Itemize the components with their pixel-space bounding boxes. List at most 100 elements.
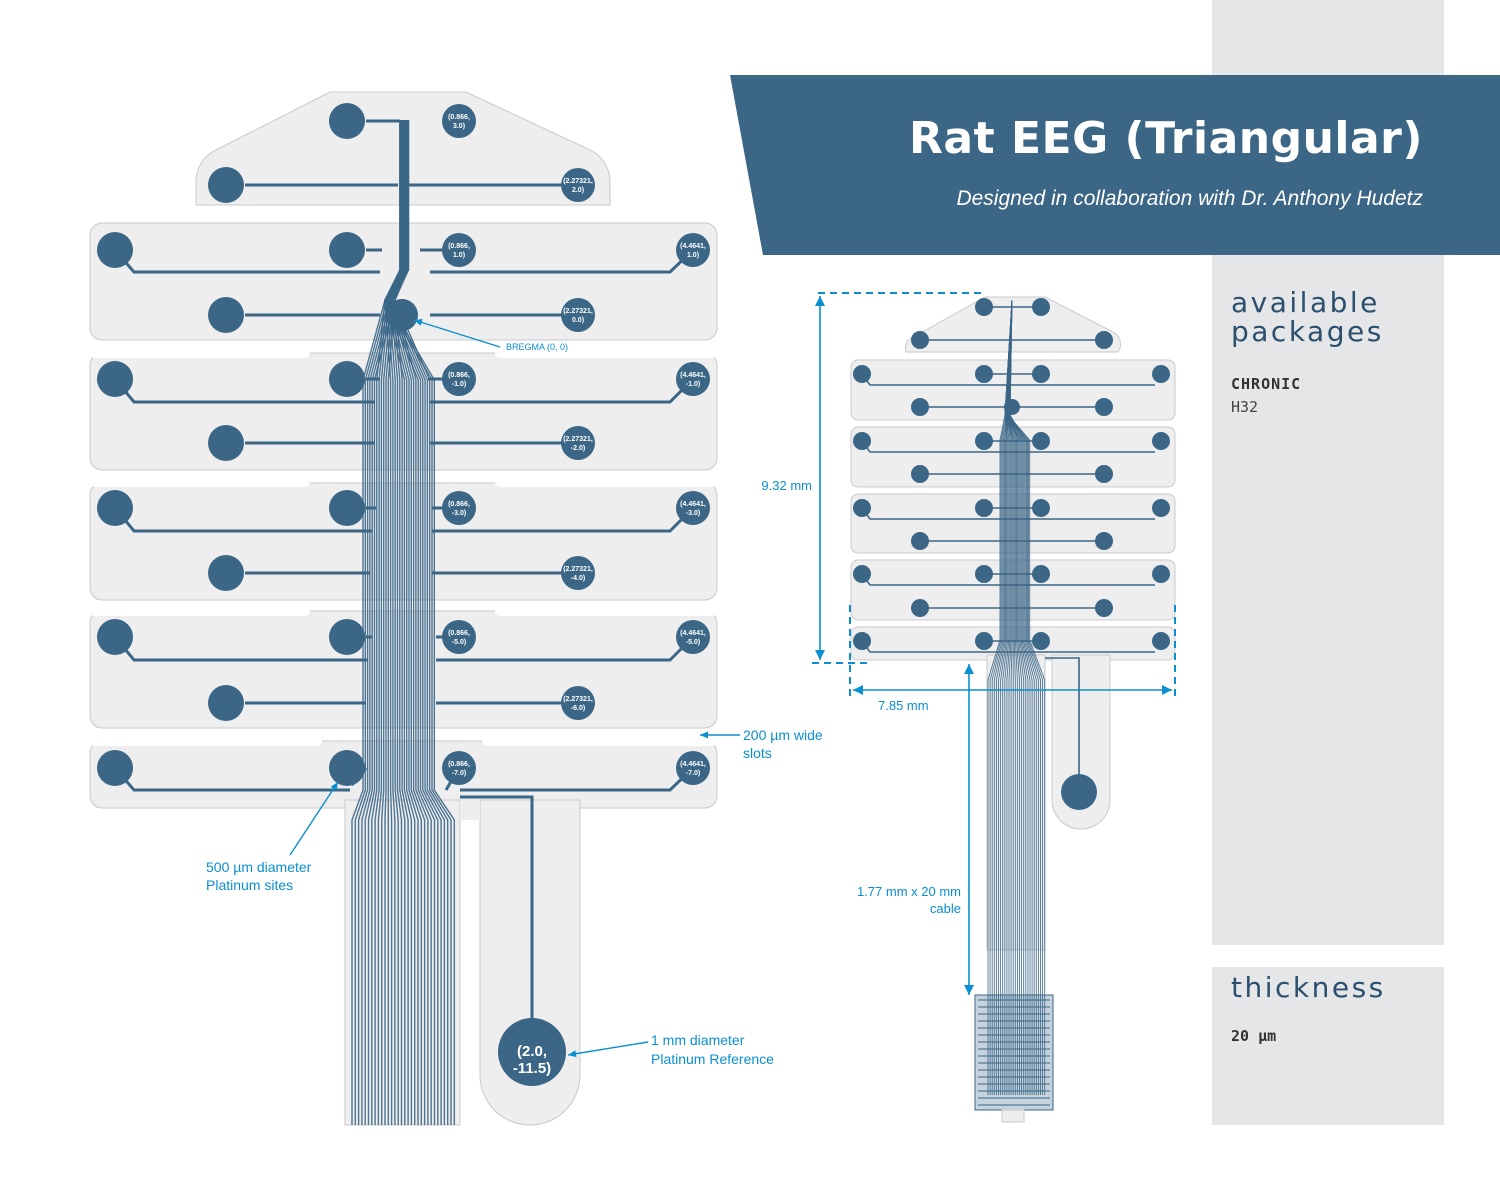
labeled-electrode-site — [676, 751, 710, 785]
package-model: H32 — [1231, 398, 1259, 416]
site-coordinate-line1: (4.4641, — [680, 761, 706, 768]
slot-right — [495, 476, 717, 487]
small-electrode-site — [1152, 432, 1170, 450]
site-coordinate-line2: -7.0) — [452, 770, 466, 777]
small-trace-line — [1005, 299, 1041, 1095]
small-electrode-site — [911, 398, 929, 416]
slot-left — [90, 735, 322, 746]
small-electrode-site — [1152, 499, 1170, 517]
labeled-electrode-site — [676, 491, 710, 525]
trace-line — [388, 120, 439, 1125]
small-top-cap — [904, 296, 1121, 353]
site-coordinate-line2: -3.0) — [686, 510, 700, 517]
labeled-electrode-site — [561, 426, 595, 460]
small-electrode-site — [1032, 365, 1050, 383]
labeled-electrode-site — [442, 104, 476, 138]
site-coordinate-line2: -4.0) — [571, 575, 585, 582]
site-coordinate-line1: (0.866, — [448, 501, 470, 508]
electrode-site — [329, 361, 365, 397]
reference-label-line2: -11.5) — [513, 1060, 551, 1077]
tail-joint — [460, 800, 480, 820]
small-trace-line — [1008, 299, 1035, 1095]
slots-annotation-line1: 200 µm wide — [743, 727, 823, 743]
small-trace-line — [1006, 299, 1044, 1095]
electrode-site — [329, 619, 365, 655]
small-electrode-site — [975, 298, 993, 316]
sites-annotation-line2: Platinum sites — [206, 877, 293, 893]
labeled-electrode-site — [676, 620, 710, 654]
site-coordinate-line1: (0.866, — [448, 761, 470, 768]
annotations: BREGMA (0, 0) 200 µm wide slots 500 µm d… — [206, 319, 961, 1067]
small-bregma-site — [1004, 399, 1020, 415]
electrode-site — [208, 167, 244, 203]
small-trace-line — [1009, 299, 1037, 1095]
trace-line — [384, 120, 432, 1125]
site-coordinate-line2: -2.0) — [571, 445, 585, 452]
bregma-arrow-head — [414, 319, 423, 326]
site-coordinate-line2: -6.0) — [571, 705, 585, 712]
small-electrode-site — [911, 532, 929, 550]
small-electrode-site — [911, 465, 929, 483]
reference-annotation-line1: 1 mm diameter — [651, 1032, 745, 1048]
small-electrode-site — [975, 365, 993, 383]
electrode-site — [97, 490, 133, 526]
small-electrode-site — [1032, 432, 1050, 450]
reference-annotation-line2: Platinum Reference — [651, 1051, 774, 1067]
page-title: Rat EEG (Triangular) — [909, 113, 1423, 164]
bregma-arrow — [413, 319, 501, 348]
reference-site — [498, 1018, 566, 1086]
small-electrode-site — [911, 331, 929, 349]
labeled-electrode-site — [561, 556, 595, 590]
small-array-traces — [861, 299, 1155, 1095]
site-coordinate-line2: 1.0) — [453, 252, 465, 259]
labeled-electrode-site — [442, 751, 476, 785]
bregma-annotation: BREGMA (0, 0) — [506, 342, 568, 352]
site-coordinate-line1: (0.866, — [448, 630, 470, 637]
width-dimension-head — [1162, 685, 1172, 695]
small-electrode-site — [975, 632, 993, 650]
site-coordinate-line2: 3.0) — [453, 123, 465, 130]
slots-annotation-line2: slots — [743, 745, 772, 761]
slot-right — [490, 210, 610, 221]
trace-line — [386, 120, 436, 1125]
small-array-dimensions — [812, 292, 1176, 995]
small-trace-line — [1004, 299, 1039, 1095]
height-dimension-head — [815, 650, 825, 660]
thickness-value: 20 µm — [1231, 1027, 1277, 1045]
small-electrode-site — [853, 565, 871, 583]
small-electrode-site — [911, 599, 929, 617]
cable-annotation-line2: cable — [930, 901, 961, 916]
electrode-site — [97, 361, 133, 397]
labeled-electrode-site — [676, 362, 710, 396]
site-coordinate-line1: (2.27321, — [563, 178, 593, 185]
substrate-band — [89, 352, 718, 471]
site-coordinate-line2: -5.0) — [686, 639, 700, 646]
site-coordinate-line1: (2.27321, — [563, 436, 593, 443]
small-electrode-site — [1095, 465, 1113, 483]
small-electrode-site — [853, 632, 871, 650]
small-electrode-site — [1152, 365, 1170, 383]
sites-arrow — [289, 781, 339, 856]
small-electrode-site — [1032, 565, 1050, 583]
slot-left — [90, 210, 318, 221]
electrode-site — [97, 619, 133, 655]
electrode-site — [97, 232, 133, 268]
small-array-sites — [853, 298, 1170, 810]
width-dimension-head — [853, 685, 863, 695]
slot-left — [90, 605, 310, 616]
labeled-electrode-site — [561, 298, 595, 332]
reference-label-line1: (2.0, — [517, 1043, 547, 1060]
small-electrode-site — [1095, 532, 1113, 550]
labeled-electrode-site — [442, 620, 476, 654]
height-dimension-head — [815, 296, 825, 306]
site-coordinate-line1: (2.27321, — [563, 308, 593, 315]
height-dimension-label: 9.32 mm — [761, 478, 812, 493]
large-array-site-labels: (0.866, 3.0) (2.27321, 2.0) (0.866, 1.0) (4.46… — [448, 114, 706, 1077]
slot-right — [482, 735, 717, 746]
cable-annotation-line1: 1.77 mm x 20 mm — [857, 884, 961, 899]
small-electrode-site — [1095, 398, 1113, 416]
package-type: CHRONIC — [1231, 375, 1302, 393]
small-electrode-site — [1095, 599, 1113, 617]
electrode-site — [329, 103, 365, 139]
substrate-band — [89, 610, 718, 729]
